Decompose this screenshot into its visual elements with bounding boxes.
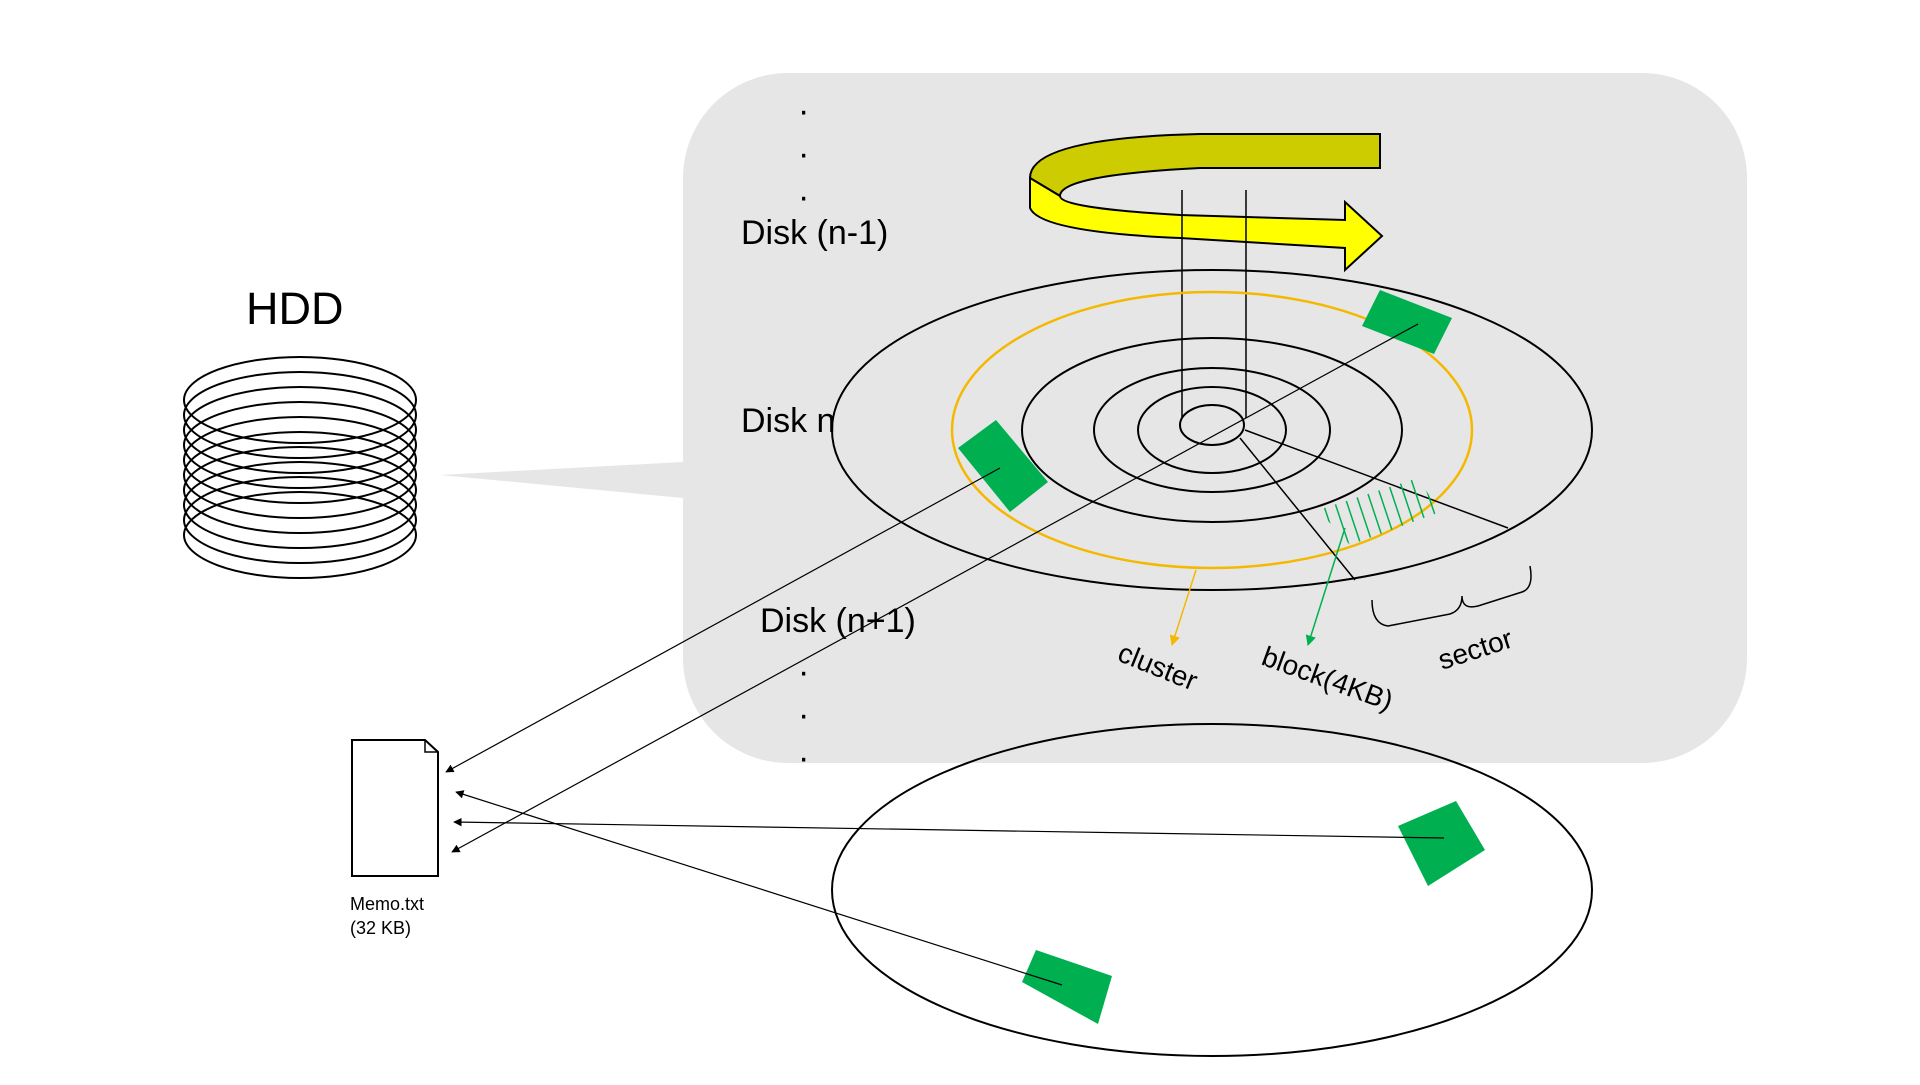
file-icon: [351, 739, 439, 877]
svg-text:·: ·: [798, 135, 809, 173]
sector-brace: [1371, 565, 1532, 627]
cluster-ring: [950, 290, 1474, 570]
svg-text:·: ·: [798, 92, 809, 130]
svg-text:·: ·: [798, 696, 809, 734]
arrow-from-disk-n-top: [451, 323, 1419, 853]
cluster-pointer: [1169, 569, 1197, 647]
disk-label-prev: Disk (n-1): [741, 214, 888, 252]
sector-line-outer: [1244, 429, 1509, 529]
file-name: Memo.txt: [350, 894, 424, 914]
hdd-title: HDD: [246, 283, 344, 334]
fragment-disk-next-left: [1022, 950, 1112, 1024]
fragment-arrows: [445, 323, 1445, 986]
svg-text:·: ·: [798, 178, 809, 216]
disk-n-plus-1-platter: [831, 723, 1593, 1057]
arrow-from-disk-next-right: [453, 817, 1445, 839]
file-size: (32 KB): [350, 918, 411, 938]
fragment-disk-n-left: [958, 420, 1048, 512]
fragment-disk-next-right: [1398, 801, 1485, 886]
callout-box: [683, 73, 1747, 763]
disk-label-next: Disk (n+1): [760, 602, 916, 640]
svg-text:·: ·: [798, 653, 809, 691]
svg-text:·: ·: [798, 739, 809, 777]
ellipsis-top: · · ·: [798, 92, 809, 216]
disk-callout: [440, 73, 1747, 763]
arrow-from-disk-next-left: [455, 790, 1063, 986]
hdd-stack-icon: [183, 356, 417, 579]
rotation-arrow-icon: [1028, 133, 1384, 273]
disk-label-current: Disk n: [741, 402, 835, 440]
disk-n-platter: [831, 269, 1593, 591]
ellipsis-bottom: · · ·: [798, 653, 809, 777]
fragment-disk-n-top: [1362, 290, 1452, 354]
block-pointer: [1305, 527, 1346, 647]
arrow-from-disk-n-left: [445, 467, 1001, 773]
